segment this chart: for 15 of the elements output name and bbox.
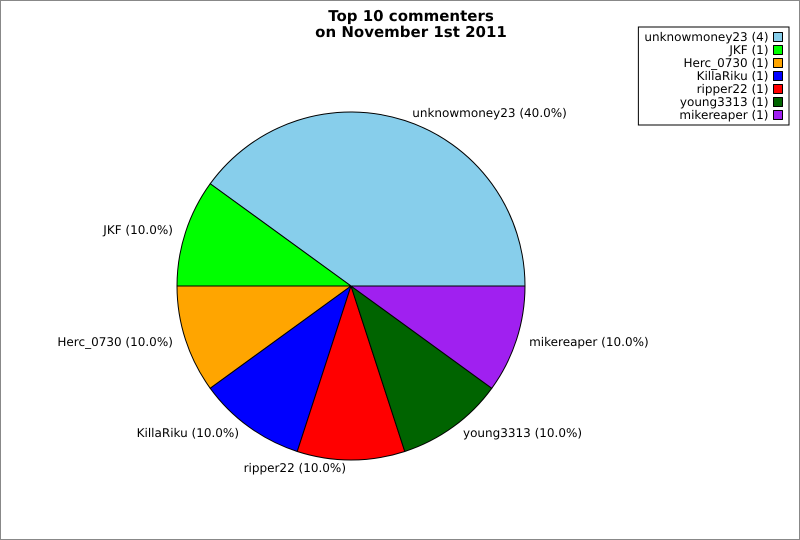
data-label: young3313 (10.0%) [462, 426, 582, 440]
legend-label: unknowmoney23 (4) [644, 30, 768, 44]
legend-label: KillaRiku (1) [696, 69, 768, 83]
data-label: KillaRiku (10.0%) [136, 426, 240, 440]
data-label: Herc_0730 (10.0%) [57, 335, 173, 350]
data-label: JKF (10.0%) [102, 222, 173, 237]
data-label: unknowmoney23 (40.0%) [412, 106, 567, 120]
legend-label: ripper22 (1) [696, 82, 768, 96]
legend-label: young3313 (1) [680, 95, 768, 109]
data-label: mikereaper (10.0%) [529, 335, 649, 350]
legend-label: JKF (1) [728, 43, 768, 57]
data-label: ripper22 (10.0%) [244, 461, 346, 475]
chart-title: Top 10 commenters on November 1st 2011 [315, 7, 507, 41]
legend-label: Herc_0730 (1) [683, 56, 768, 70]
legend-label: mikereaper (1) [679, 108, 768, 122]
